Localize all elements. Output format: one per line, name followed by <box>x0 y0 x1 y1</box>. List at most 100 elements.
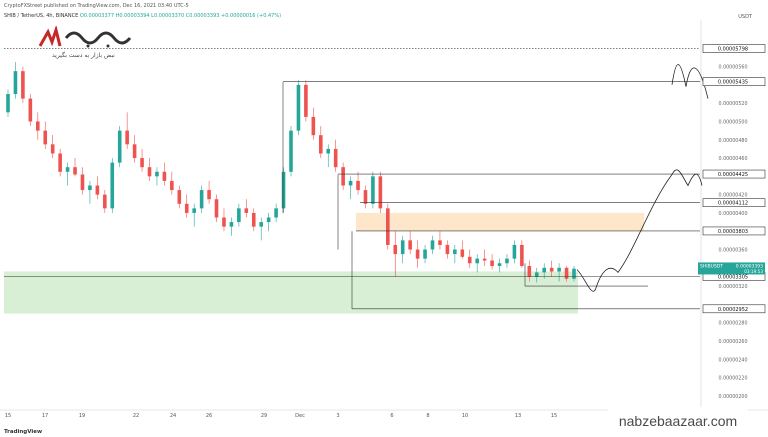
candle-body <box>162 171 167 181</box>
candle-body <box>304 84 308 117</box>
candle-body <box>564 267 569 279</box>
price-tick-label: 0.00000560 <box>719 65 748 71</box>
candle-body <box>505 258 509 264</box>
tradingview-brand[interactable]: TradingView <box>4 429 43 435</box>
price-tick-label: 0.00000460 <box>719 156 748 162</box>
candle-body <box>28 98 33 122</box>
candle-body <box>58 153 62 172</box>
level-tag-label: 0.00005798 <box>718 46 748 52</box>
time-tick-label: 3 <box>336 413 339 419</box>
symbol-label[interactable]: SHIB / TetherUS, 4h, BINANCE <box>4 13 79 19</box>
price-tick-label: 0.00000500 <box>719 119 748 125</box>
candle-body <box>393 244 398 255</box>
price-tick-label: 0.00000480 <box>719 138 748 144</box>
price-tick-label: 0.00000260 <box>719 339 748 345</box>
candle-body <box>534 272 539 277</box>
time-tick-label: 15 <box>551 413 557 419</box>
level-tag-label: 0.00005435 <box>718 80 748 86</box>
candle-body <box>281 171 286 209</box>
candle-body <box>259 222 264 227</box>
candle-body <box>371 176 375 204</box>
candle-body <box>237 208 241 223</box>
price-tick-label: 0.00000520 <box>719 101 748 107</box>
candle-body <box>80 174 85 191</box>
published-caption: CryptoFXStreet published on TradingView.… <box>4 3 189 9</box>
price-tick-label: 0.00000360 <box>719 248 748 254</box>
time-tick-label: 17 <box>42 413 48 419</box>
candle-body <box>542 267 547 273</box>
symbol-ohlc-row: SHIB / TetherUS, 4h, BINANCE O0.00003377… <box>4 13 281 19</box>
candle-body <box>572 268 576 279</box>
current-price-value: 0.00003393 <box>736 263 763 269</box>
level-tag <box>702 304 766 314</box>
candle-body <box>229 222 234 227</box>
candle-body <box>177 190 182 204</box>
price-tick-label: 0.00000280 <box>719 321 748 327</box>
level-tag <box>702 226 766 236</box>
candle-body <box>378 176 383 209</box>
candle-body <box>192 208 196 213</box>
candle-body <box>125 130 129 145</box>
candle-body <box>497 263 502 266</box>
candle-body <box>117 130 122 163</box>
candle-body <box>289 130 293 172</box>
time-tick-label: 19 <box>79 413 85 419</box>
projection-path <box>576 169 703 292</box>
candle-body <box>333 148 338 168</box>
candle-body <box>95 185 100 195</box>
candle-body <box>512 244 517 259</box>
candles-layer <box>6 62 576 283</box>
candle-body <box>35 121 40 131</box>
candle-body <box>132 144 137 159</box>
current-price-tag <box>698 262 765 275</box>
candle-body <box>110 162 115 209</box>
zones-layer <box>4 212 644 314</box>
candle-body <box>147 167 152 177</box>
level-tag-label: 0.00004425 <box>718 172 748 178</box>
candle-body <box>482 258 487 261</box>
price-axis: 0.00005798 0.00005435 0.00004425 0.00004112… <box>698 44 766 400</box>
level-tag-label: 0.00003305 <box>718 274 748 280</box>
time-tick-label: 15 <box>5 413 11 419</box>
candle-body <box>222 217 226 227</box>
levels-layer <box>4 48 700 310</box>
projection-layer <box>576 64 709 292</box>
projection-path-top <box>671 64 709 99</box>
price-tick-label: 0.00000240 <box>719 357 748 363</box>
price-tick-label: 0.00000400 <box>719 211 748 217</box>
candle-body <box>318 135 323 154</box>
candle-body <box>475 258 479 264</box>
candle-body <box>170 180 174 191</box>
candle-body <box>326 148 331 154</box>
zone-resistance <box>356 212 644 231</box>
candle-body <box>520 244 524 266</box>
price-tick-label: 0.00000220 <box>719 376 748 382</box>
candle-body <box>557 267 561 272</box>
candle-body <box>549 267 554 272</box>
candle-body <box>430 240 435 250</box>
axis-unit-currency: USDT <box>738 14 752 20</box>
candle-body <box>348 180 353 186</box>
candle-body <box>438 240 442 245</box>
time-tick-label: Dec <box>295 413 305 419</box>
level-tag <box>702 44 766 53</box>
candle-body <box>356 180 360 191</box>
candle-body <box>207 190 211 200</box>
candle-body <box>400 240 405 255</box>
time-tick-label: 10 <box>462 413 468 419</box>
candle-body <box>490 260 494 266</box>
candle-body <box>386 208 390 245</box>
candle-body <box>445 244 450 255</box>
time-tick-label: 22 <box>133 413 139 419</box>
candle-body <box>50 144 55 154</box>
time-tick-label: 8 <box>426 413 429 419</box>
site-watermark: nabzebaazaar.com <box>608 407 748 435</box>
time-tick-label: 24 <box>170 413 176 419</box>
price-tick-label: 0.00000420 <box>719 193 748 199</box>
level-tag <box>702 77 766 86</box>
candle-body <box>65 167 70 172</box>
candle-body <box>73 167 77 175</box>
time-tick-label: 6 <box>390 413 393 419</box>
candle-body <box>453 249 457 255</box>
